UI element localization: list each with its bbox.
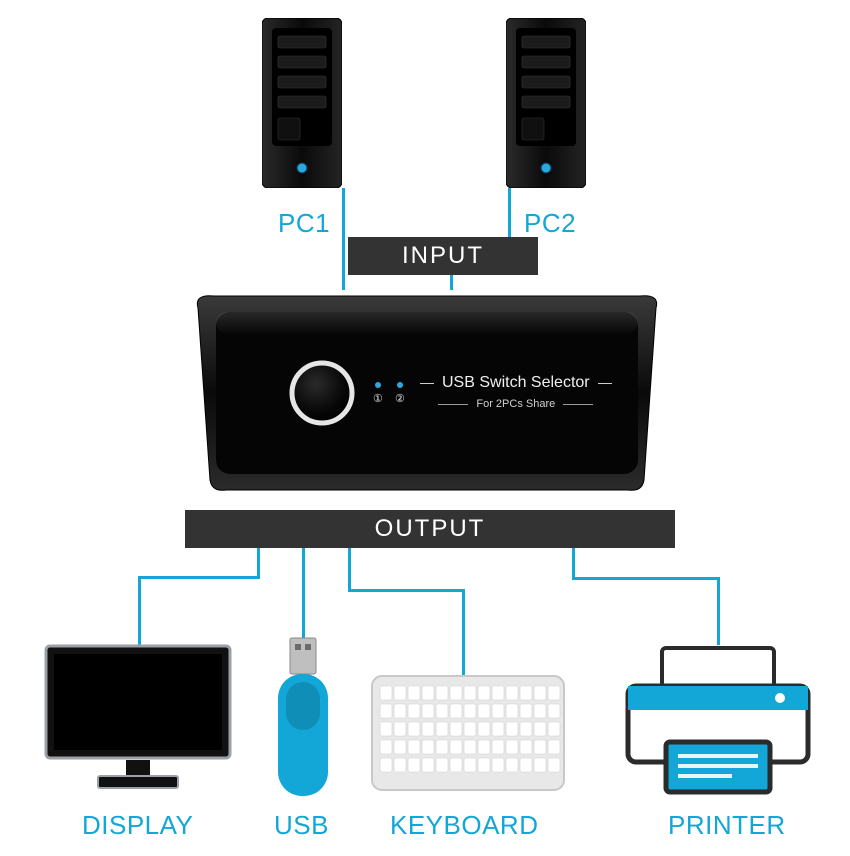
printer-label: PRINTER <box>668 810 786 841</box>
switch-title: USB Switch Selector <box>442 374 590 392</box>
connection-wire <box>572 577 720 580</box>
display-icon <box>44 644 232 792</box>
pc-tower-pc1 <box>262 18 342 188</box>
input-label-text: INPUT <box>402 242 484 270</box>
input-section-label: INPUT <box>348 237 538 275</box>
switch-subtitle: For 2PCs Share <box>476 398 555 410</box>
printer-icon <box>620 642 816 796</box>
connection-wire <box>348 589 465 592</box>
connection-wire <box>450 275 453 290</box>
usb-icon <box>272 636 334 800</box>
connection-wire <box>462 589 465 675</box>
pc-label-pc2: PC2 <box>524 208 576 239</box>
keyboard-icon <box>370 674 566 792</box>
connection-wire <box>138 576 260 579</box>
switch-indicator-2: ② <box>395 392 405 405</box>
usb-switch-device: ① ② USB Switch Selector For 2PCs Share <box>190 290 664 496</box>
display-label: DISPLAY <box>82 810 193 841</box>
output-label-text: OUTPUT <box>375 515 486 543</box>
pc-tower-pc2 <box>506 18 586 188</box>
output-section-label: OUTPUT <box>185 510 675 548</box>
connection-wire <box>572 548 575 580</box>
connection-wire <box>342 188 345 290</box>
connection-wire <box>348 548 351 592</box>
pc-label-pc1: PC1 <box>278 208 330 239</box>
connection-wire <box>717 577 720 645</box>
switch-indicator-1: ① <box>373 392 383 405</box>
keyboard-label: KEYBOARD <box>390 810 539 841</box>
connection-wire <box>257 548 260 579</box>
connection-wire <box>508 188 511 237</box>
usb-label: USB <box>274 810 329 841</box>
